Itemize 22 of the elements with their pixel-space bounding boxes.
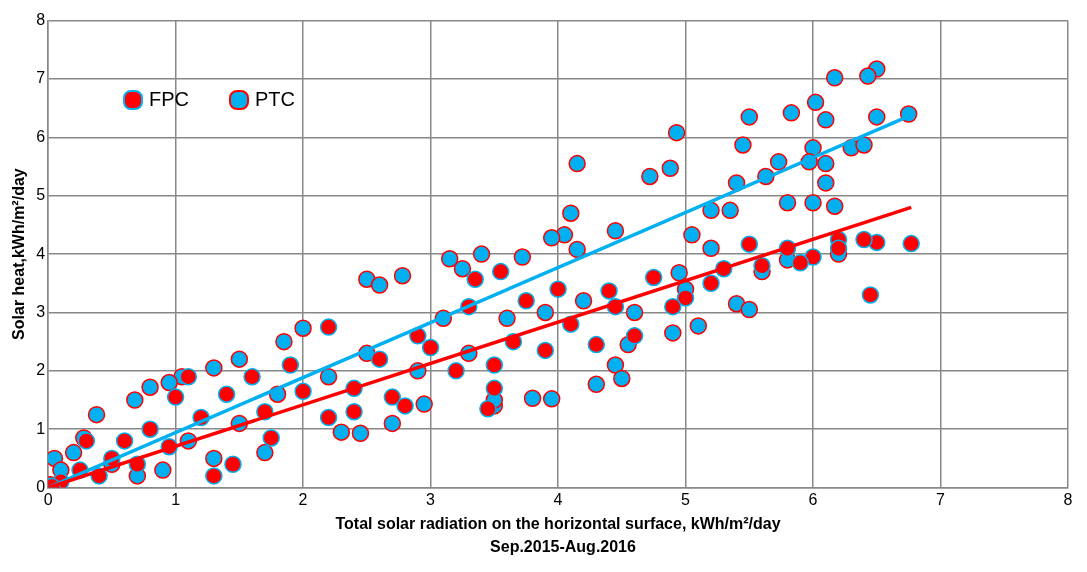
x-tick-label: 4 xyxy=(553,490,563,508)
text: Sep.2015-Aug.2016 xyxy=(489,538,637,556)
y-tick-label: 8 xyxy=(36,11,46,29)
x-tick-label: 7 xyxy=(936,490,946,508)
y-tick-label: 6 xyxy=(36,127,46,145)
y-tick-label: 1 xyxy=(36,419,46,437)
y-tick-label: 7 xyxy=(36,69,46,87)
y-tick-label: 0 xyxy=(36,478,46,496)
x-tick-label: 1 xyxy=(171,490,181,508)
y-tick-label: 3 xyxy=(36,302,46,320)
x-axis-title: Total solar radiation on the horizontal surface, kWh/m²/day xyxy=(335,514,781,532)
y-tick-label: 5 xyxy=(36,186,46,204)
x-tick-label: 6 xyxy=(808,490,818,508)
x-tick-label: 2 xyxy=(298,490,308,508)
y-tick-label: 4 xyxy=(36,244,46,262)
legend-label: PTC xyxy=(255,88,295,111)
x-tick-label: 3 xyxy=(426,490,436,508)
x-tick-label: 8 xyxy=(1063,490,1073,508)
y-tick-label: 2 xyxy=(36,361,46,379)
legend-label: FPC xyxy=(149,88,189,111)
x-tick-label: 5 xyxy=(681,490,691,508)
y-axis-title: Solar heat,kWh/m²/day xyxy=(10,168,28,340)
